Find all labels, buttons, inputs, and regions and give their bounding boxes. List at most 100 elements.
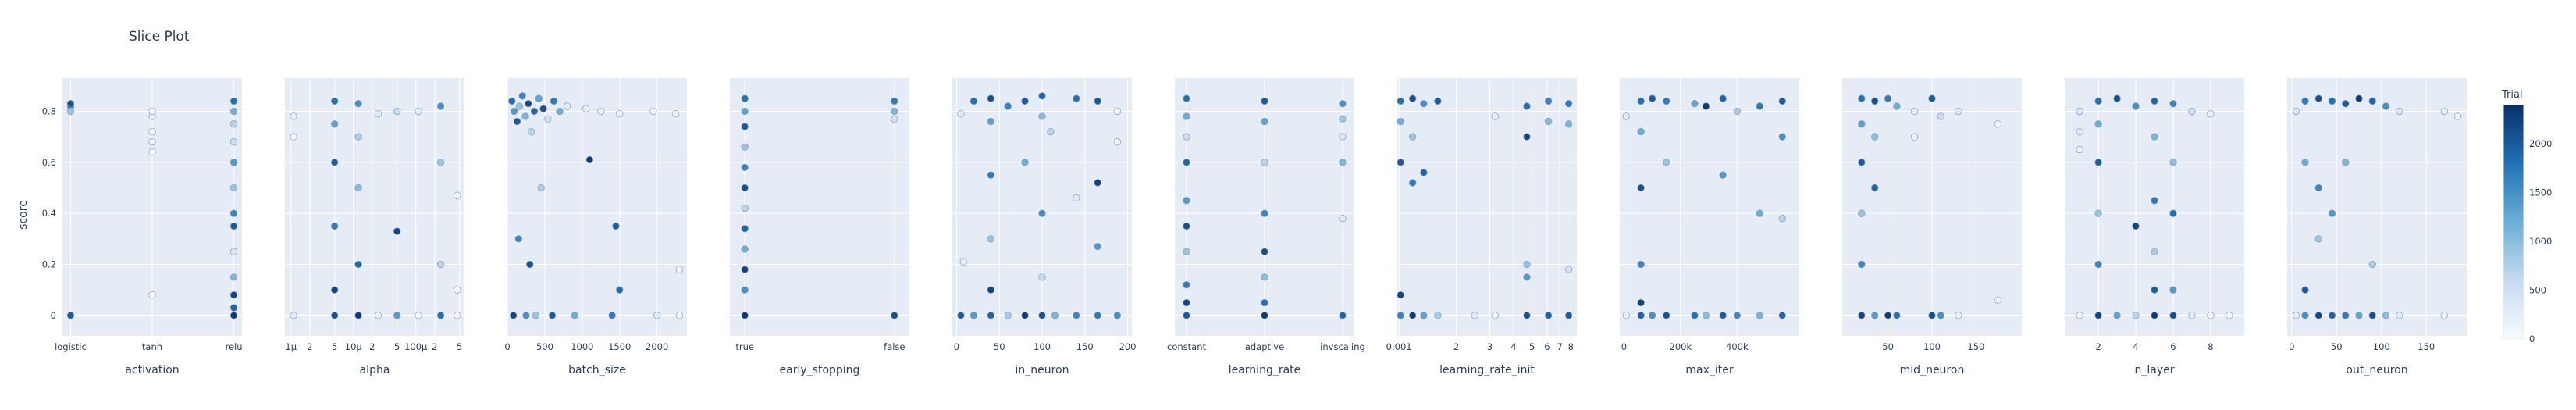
data-point bbox=[1622, 312, 1630, 319]
data-point bbox=[515, 102, 523, 110]
data-point bbox=[1261, 209, 1268, 217]
data-point bbox=[1047, 127, 1055, 136]
x-tick-label: logistic bbox=[55, 341, 87, 352]
data-point bbox=[1113, 138, 1122, 146]
data-point bbox=[532, 312, 540, 319]
data-point bbox=[2453, 112, 2462, 120]
data-point bbox=[1565, 266, 1573, 273]
data-point bbox=[987, 117, 994, 126]
colorbar-tick-label: 500 bbox=[2529, 285, 2546, 296]
x-tick-label: 1μ bbox=[285, 341, 297, 352]
data-point bbox=[987, 94, 994, 102]
data-point bbox=[1471, 312, 1478, 319]
data-point bbox=[229, 159, 238, 166]
data-point bbox=[1893, 102, 1901, 110]
data-point bbox=[1183, 112, 1190, 120]
data-point bbox=[1691, 312, 1699, 319]
data-point bbox=[454, 286, 461, 294]
data-point bbox=[1937, 112, 1944, 120]
data-point bbox=[1339, 100, 1347, 108]
data-point bbox=[741, 107, 749, 116]
data-point bbox=[2292, 312, 2300, 319]
data-point bbox=[393, 227, 401, 235]
data-point bbox=[2314, 184, 2322, 192]
data-point bbox=[1928, 312, 1936, 319]
panel-alpha: 1μ 2 5 10μ 2 5 100μ 2 5 alpha bbox=[285, 78, 464, 376]
data-point bbox=[1261, 298, 1268, 307]
data-point bbox=[2355, 94, 2363, 102]
data-point bbox=[608, 312, 616, 319]
data-point bbox=[741, 245, 749, 253]
data-point bbox=[2094, 159, 2102, 166]
data-point bbox=[1637, 184, 1645, 192]
data-point bbox=[229, 120, 238, 128]
data-point bbox=[987, 171, 994, 179]
data-point bbox=[571, 312, 578, 319]
data-point bbox=[1409, 94, 1417, 102]
x-tick-label: 2 bbox=[307, 341, 312, 352]
data-point bbox=[535, 94, 543, 102]
x-axis-label: mid_neuron bbox=[1900, 364, 1965, 376]
data-point bbox=[1038, 92, 1046, 100]
data-point bbox=[331, 312, 339, 319]
x-tick-label: 200k bbox=[1670, 341, 1692, 352]
x-axis-label: learning_rate_init bbox=[1439, 364, 1535, 376]
data-point bbox=[1994, 120, 2002, 128]
data-point bbox=[1397, 97, 1404, 105]
data-point bbox=[229, 248, 238, 255]
data-point bbox=[1051, 312, 1059, 319]
data-point bbox=[970, 312, 978, 319]
data-point bbox=[229, 291, 238, 299]
data-point bbox=[354, 100, 362, 108]
data-point bbox=[66, 100, 75, 108]
data-point bbox=[970, 97, 978, 105]
data-point bbox=[2113, 94, 2121, 102]
data-point bbox=[1183, 159, 1190, 166]
data-point bbox=[1397, 291, 1404, 299]
data-point bbox=[2396, 107, 2403, 116]
data-point bbox=[436, 159, 445, 166]
data-point bbox=[653, 312, 661, 319]
data-point bbox=[987, 286, 994, 294]
data-point bbox=[1719, 312, 1727, 319]
data-point bbox=[1893, 312, 1901, 319]
data-point bbox=[510, 312, 518, 319]
data-point bbox=[2207, 312, 2215, 319]
data-point bbox=[1339, 133, 1347, 141]
x-tick-label: true bbox=[735, 341, 754, 352]
colorbar-tick-label: 2000 bbox=[2529, 138, 2552, 149]
data-point bbox=[229, 273, 238, 281]
x-tick-label: 50 bbox=[1882, 341, 1894, 352]
data-point bbox=[556, 107, 564, 116]
data-point bbox=[1261, 159, 1268, 166]
data-point bbox=[2301, 312, 2309, 319]
y-tick-label: 0.8 bbox=[42, 105, 56, 116]
panel-max-iter: 0 200k 400k max_iter bbox=[1620, 78, 1799, 376]
data-point bbox=[2151, 197, 2158, 205]
data-point bbox=[436, 102, 445, 110]
data-point bbox=[1637, 97, 1645, 105]
data-point bbox=[1649, 94, 1656, 102]
data-point bbox=[891, 107, 898, 116]
data-point bbox=[2440, 107, 2448, 116]
data-point bbox=[2368, 260, 2376, 269]
data-point bbox=[675, 266, 684, 273]
data-point bbox=[1756, 209, 1763, 217]
data-point bbox=[2328, 209, 2336, 217]
data-point bbox=[2169, 159, 2177, 166]
x-tick-label: 2 bbox=[2095, 341, 2101, 352]
data-point bbox=[741, 123, 749, 130]
data-point bbox=[1928, 94, 1936, 102]
data-point bbox=[612, 222, 620, 230]
data-point bbox=[1409, 312, 1417, 319]
panels: 0 0.2 0.4 0.6 0.8 logistic tanh relu activation 1… bbox=[42, 78, 2467, 376]
data-point bbox=[229, 222, 238, 230]
data-point bbox=[1261, 97, 1268, 105]
data-point bbox=[1756, 102, 1763, 110]
data-point bbox=[2094, 97, 2102, 105]
colorbar-title: Trial bbox=[2501, 89, 2523, 101]
data-point bbox=[987, 235, 994, 243]
data-point bbox=[2132, 222, 2140, 230]
data-point bbox=[510, 107, 518, 116]
plot-background bbox=[1397, 78, 1577, 336]
